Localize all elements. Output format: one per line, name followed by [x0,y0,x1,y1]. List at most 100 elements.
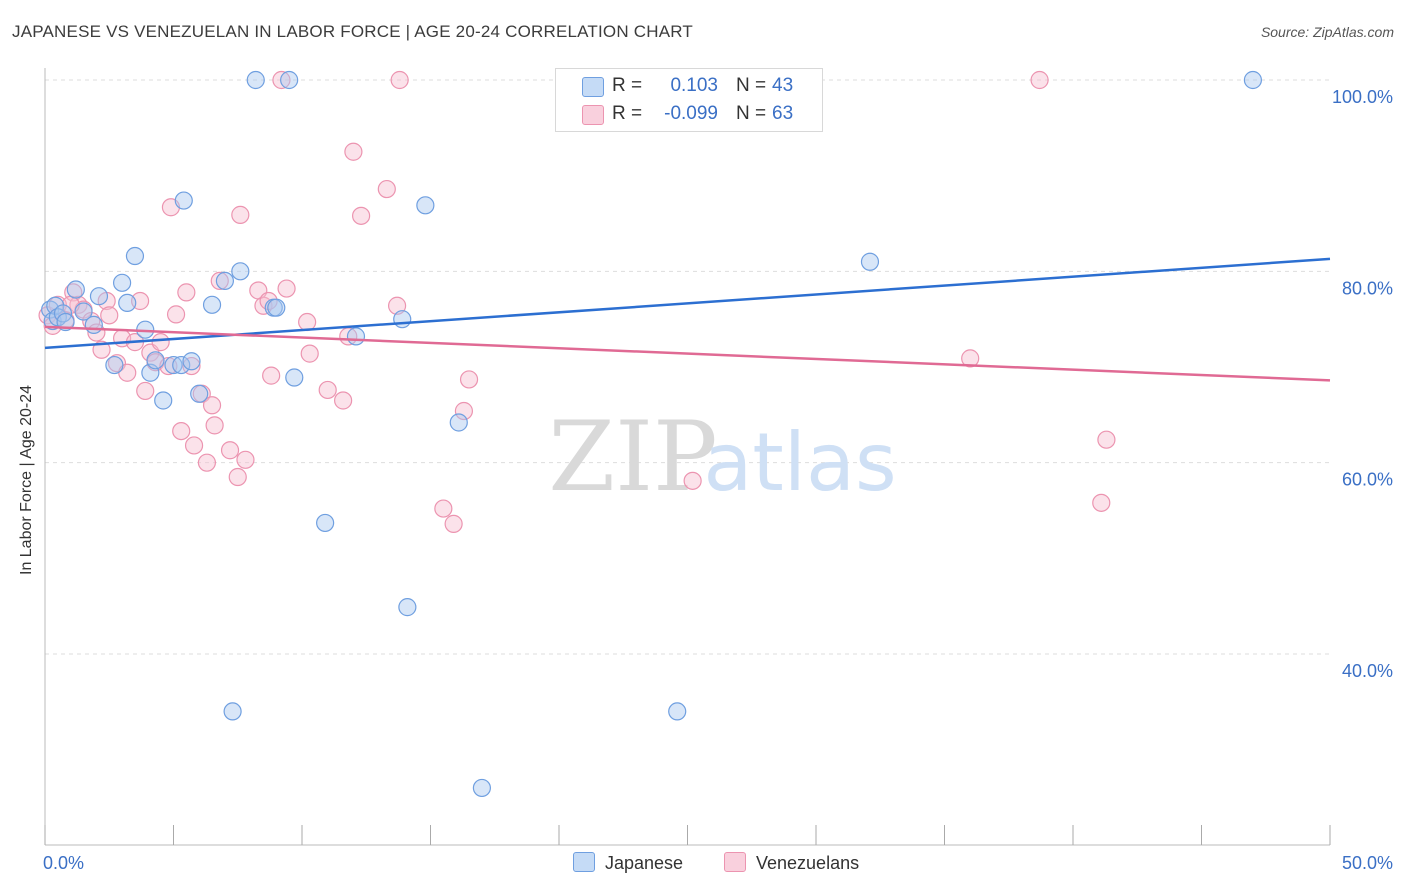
venezuelans-point [459,370,479,389]
japanese-points [41,70,1263,798]
venezuelans-point [334,391,353,410]
venezuelans-point [166,305,186,324]
source-label: Source: ZipAtlas.com [1260,24,1394,40]
japanese-point [154,391,173,410]
japanese-point [202,295,222,314]
venezuelans-point [434,499,453,518]
japanese-point [668,702,687,721]
legend-item-japanese[interactable]: Japanese [573,852,683,874]
venezuelans-point [177,283,196,302]
y-tick-label: 80.0% [1342,278,1393,298]
venezuelans-swatch [582,105,604,125]
axes [44,68,1331,846]
venezuelans-point [262,366,281,385]
stats-row-venezuelans: R = -0.099 N = 63 [556,101,822,129]
japanese-point [84,315,103,335]
venezuelans-point [298,312,317,332]
venezuelans-point [100,306,119,325]
venezuelans-point [184,436,204,455]
chart-title: JAPANESE VS VENEZUELAN IN LABOR FORCE | … [12,22,693,41]
japanese-point [449,413,468,432]
venezuelans-point [228,467,247,487]
venezuelans-point [377,179,396,199]
venezuelans-point [220,441,240,460]
tick-labels: 100.0% 80.0% 60.0% 40.0% 0.0% 50.0% [43,87,1393,873]
n-value: 43 [772,75,794,96]
r-value: 0.103 [670,75,718,96]
venezuelans-point [454,401,474,421]
legend-label-venezuelans: Venezuelans [756,853,860,873]
japanese-point [1243,70,1263,90]
japanese-point [112,273,132,292]
venezuelans-point [300,344,319,363]
japanese-point [164,355,183,375]
venezuelans-point [390,70,409,90]
venezuelans-point [318,380,337,400]
watermark-atlas: atlas [703,416,896,509]
venezuelans-point [205,416,224,435]
y-tick-label: 60.0% [1342,470,1393,490]
x-tick-label: 50.0% [1342,853,1393,873]
venezuelans-swatch [724,852,746,872]
venezuelans-point [1097,430,1116,449]
n-value: 63 [772,103,794,124]
venezuelans-trend-line [44,325,1331,382]
japanese-point [146,351,165,370]
japanese-point [174,191,193,210]
venezuelans-point [272,70,291,90]
venezuelans-point [92,340,111,359]
venezuelans-point [961,349,980,368]
japanese-point [74,302,93,321]
venezuelans-points [38,70,1116,533]
venezuelans-point [136,381,155,401]
watermark-zip: ZIP [548,401,717,513]
venezuelans-point [277,279,296,298]
venezuelans-point [387,296,407,315]
watermark: ZIP atlas [548,401,896,513]
japanese-point [223,702,242,721]
japanese-point [246,70,265,90]
japanese-point [182,352,201,371]
venezuelans-point [352,206,371,225]
japanese-point [125,246,145,266]
japanese-point [393,310,412,329]
venezuelans-point [172,421,191,441]
japanese-point [89,287,109,306]
legend-item-venezuelans[interactable]: Venezuelans [724,852,859,874]
japanese-swatch [573,852,595,872]
japanese-point [346,327,366,346]
japanese-point [215,271,234,290]
venezuelans-point [210,271,229,290]
venezuelans-point [344,142,363,161]
venezuelans-point [236,450,255,469]
legend-label-japanese: Japanese [605,853,684,873]
japanese-point [190,384,209,403]
y-tick-label: 40.0% [1342,661,1393,681]
japanese-point [267,298,286,317]
japanese-point [860,252,880,271]
venezuelans-point [202,396,222,415]
r-value: -0.099 [664,103,718,124]
venezuelans-point [1092,493,1111,512]
japanese-point [231,262,250,281]
trend-lines [44,257,1331,382]
venezuelans-point [151,333,170,352]
japanese-point [316,513,335,533]
venezuelans-point [683,471,702,490]
japanese-point [118,293,137,313]
japanese-point [416,196,435,215]
japanese-point [472,778,491,798]
japanese-trend-line [44,257,1331,350]
japanese-point [105,355,124,375]
venezuelans-point [1030,70,1049,90]
stats-row-japanese: R = 0.103 N = 43 [556,73,822,101]
japanese-swatch [582,77,604,97]
venezuelans-point [231,205,250,224]
y-tick-label: 100.0% [1332,87,1393,107]
japanese-point [398,598,417,617]
japanese-point [285,368,304,387]
venezuelans-point [444,514,463,533]
gridlines [45,79,1330,655]
n-label: N = [736,75,767,96]
